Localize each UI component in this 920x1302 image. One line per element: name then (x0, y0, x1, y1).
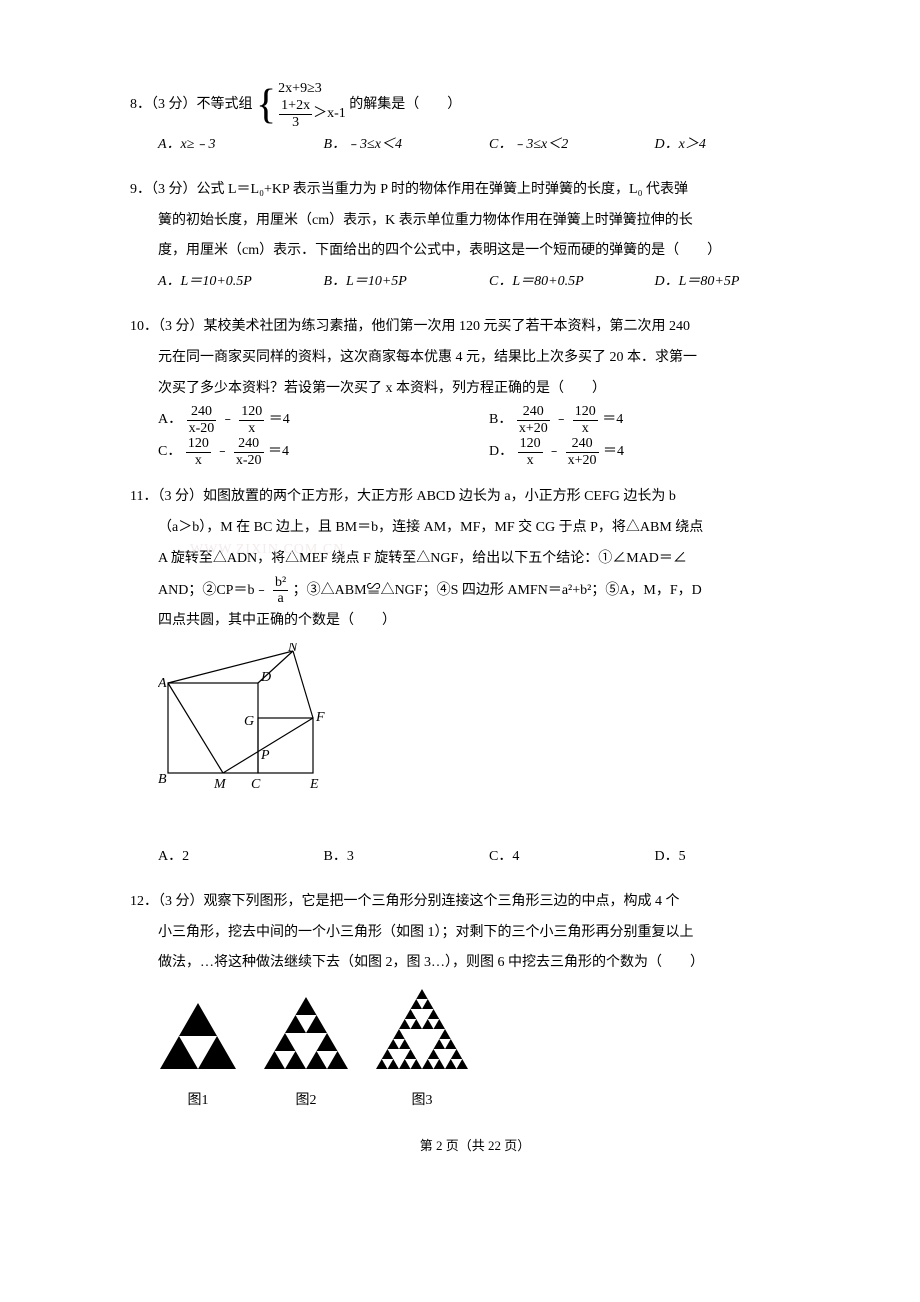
svg-text:G: G (244, 714, 254, 729)
q8-stem-prefix: 8．（3 分）不等式组 (130, 97, 253, 112)
q12-line2: 小三角形，挖去中间的一个小三角形（如图 1）；对剩下的三个小三角形再分别重复以上 (130, 918, 820, 949)
q10-line3: 次买了多少本资料？若设第一次买了 x 本资料，列方程正确的是（ ） (130, 374, 820, 405)
q12-line3: 做法，…将这种做法继续下去（如图 2，图 3…），则图 6 中挖去三角形的个数为… (130, 948, 820, 979)
q11-opt-b: B．3 (324, 842, 490, 873)
q12-line1: 12．（3 分）观察下列图形，它是把一个三角形分别连接这个三角形三边的中点，构成… (130, 887, 820, 918)
q10-opt-b: B． 240x+20 ﹣ 120x ＝4 (489, 404, 820, 436)
q11-line4: AND；②CP＝b﹣ b²a ；③△ABM≌△NGF；④S 四边形 AMFN＝a… (130, 575, 820, 607)
q11-opt-a: A．2 (158, 842, 324, 873)
q11-opt-c: C．4 (489, 842, 655, 873)
q9-opt-c: C．L＝80+0.5P (489, 267, 655, 298)
page-footer: 第 2 页（共 22 页） (130, 1135, 820, 1154)
q11-line5: 四点共圆，其中正确的个数是（ ） (130, 606, 820, 637)
q9-opt-b: B．L＝10+5P (324, 267, 490, 298)
q8-opt-b: B．﹣3≤x＜4 (324, 130, 490, 161)
q10-line2: 元在同一商家买同样的资料，这次商家每本优惠 4 元，结果比上次多买了 20 本．… (130, 343, 820, 374)
svg-text:C: C (251, 777, 261, 792)
q10-opt-a: A． 240x-20 ﹣ 120x ＝4 (158, 404, 489, 436)
svg-text:B: B (158, 772, 167, 787)
question-10: 10．（3 分）某校美术社团为练习素描，他们第一次用 120 元买了若干本资料，… (130, 312, 820, 468)
question-12: 12．（3 分）观察下列图形，它是把一个三角形分别连接这个三角形三边的中点，构成… (130, 887, 820, 1117)
q11-line2: （a＞b），M 在 BC 边上，且 BM＝b，连接 AM，MF，MF 交 CG … (158, 520, 703, 535)
q11-options: A．2 B．3 C．4 D．5 (130, 842, 820, 873)
svg-text:P: P (260, 748, 270, 763)
q8-opt-a: A．x≥﹣3 (158, 130, 324, 161)
q9-opt-a: A．L＝10+0.5P (158, 267, 324, 298)
q10-opt-c: C． 120x ﹣ 240x-20 ＝4 (158, 436, 489, 468)
svg-text:E: E (309, 777, 319, 792)
q12-fig2: 图2 (262, 995, 350, 1117)
q10-options: A． 240x-20 ﹣ 120x ＝4 B． 240x+20 ﹣ 120x ＝… (130, 404, 820, 468)
svg-text:M: M (213, 777, 227, 792)
q8-system: { 2x+9≥3 1+2x3＞x-1 (256, 80, 346, 130)
svg-text:N: N (287, 643, 298, 655)
q11-opt-d: D．5 (655, 842, 821, 873)
q9-line3: 度，用厘米（cm）表示．下面给出的四个公式中，表明这是一个短而硬的弹簧的是（ ） (130, 236, 820, 267)
q12-figures: 图1 图2 (158, 987, 820, 1117)
q9-opt-d: D．L＝80+5P (655, 267, 821, 298)
q9-line2: 簧的初始长度，用厘米（cm）表示，K 表示单位重力物体作用在弹簧上时弹簧拉伸的长 (130, 206, 820, 237)
q8-opt-c: C．﹣3≤x＜2 (489, 130, 655, 161)
q11-figure: A D B M C E F G N P (158, 643, 820, 836)
question-8: 8．（3 分）不等式组 { 2x+9≥3 1+2x3＞x-1 的解集是（ ） A… (130, 80, 820, 161)
q10-line1: 10．（3 分）某校美术社团为练习素描，他们第一次用 120 元买了若干本资料，… (130, 312, 820, 343)
svg-text:A: A (158, 676, 167, 691)
q9-options: A．L＝10+0.5P B．L＝10+5P C．L＝80+0.5P D．L＝80… (130, 267, 820, 298)
watermark: WWW.ZIXIN.COM.CN (190, 535, 344, 566)
q8-options: A．x≥﹣3 B．﹣3≤x＜4 C．﹣3≤x＜2 D．x＞4 (130, 130, 820, 161)
q8-sys-line2: 1+2x3＞x-1 (278, 98, 346, 130)
question-9: 9．（3 分）公式 L＝L₀+KP 表示当重力为 P 时的物体作用在弹簧上时弹簧… (130, 175, 820, 298)
question-11: 11．（3 分）如图放置的两个正方形，大正方形 ABCD 边长为 a，小正方形 … (130, 482, 820, 873)
svg-text:F: F (315, 710, 325, 725)
q12-fig1: 图1 (158, 1001, 238, 1117)
q8-opt-d: D．x＞4 (655, 130, 821, 161)
q10-opt-d: D． 120x ﹣ 240x+20 ＝4 (489, 436, 820, 468)
q12-fig3: 图3 (374, 987, 470, 1117)
q8-stem-suffix: 的解集是（ ） (349, 97, 461, 112)
svg-text:D: D (260, 670, 271, 685)
q11-line1: 11．（3 分）如图放置的两个正方形，大正方形 ABCD 边长为 a，小正方形 … (130, 482, 820, 513)
q8-sys-line1: 2x+9≥3 (278, 80, 346, 98)
q9-line1: 9．（3 分）公式 L＝L₀+KP 表示当重力为 P 时的物体作用在弹簧上时弹簧… (130, 175, 820, 206)
